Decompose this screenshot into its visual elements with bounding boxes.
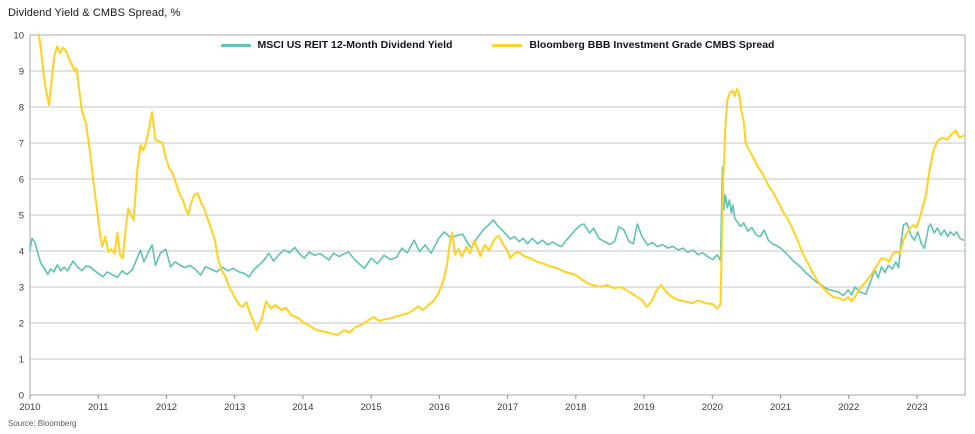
- x-tick-label: 2012: [156, 402, 177, 413]
- y-tick-label: 6: [19, 175, 24, 186]
- plot-border: [29, 34, 966, 396]
- y-tick-label: 2: [19, 319, 24, 330]
- y-tick-label: 3: [19, 283, 24, 294]
- series-line-cmbs-spread: [37, 33, 965, 336]
- legend-label: MSCI US REIT 12-Month Dividend Yield: [257, 39, 453, 51]
- chart-title: Dividend Yield & CMBS Spread, %: [8, 7, 181, 19]
- x-tick-label: 2015: [361, 402, 382, 413]
- legend-label: Bloomberg BBB Investment Grade CMBS Spre…: [529, 39, 775, 51]
- x-tick-label: 2010: [19, 402, 40, 413]
- x-tick-label: 2020: [702, 402, 723, 413]
- y-tick-label: 5: [19, 211, 24, 222]
- source-note: Source: Bloomberg: [8, 419, 77, 428]
- x-tick-label: 2014: [292, 402, 313, 413]
- x-tick-label: 2019: [634, 402, 655, 413]
- legend-item-reit-dividend-yield: MSCI US REIT 12-Month Dividend Yield: [220, 39, 453, 51]
- x-tick-label: 2022: [838, 402, 859, 413]
- x-tick-label: 2011: [88, 402, 108, 413]
- series-line-reit-dividend-yield: [29, 166, 965, 297]
- x-tick-label: 2016: [429, 402, 450, 413]
- x-tick-label: 2021: [770, 402, 791, 413]
- y-tick-label: 7: [19, 139, 24, 150]
- teal-line-swatch-icon: [220, 43, 251, 47]
- x-tick-label: 2018: [565, 402, 586, 413]
- x-tick-label: 2013: [224, 402, 245, 413]
- y-tick-label: 0: [19, 391, 24, 402]
- chart-legend: MSCI US REIT 12-Month Dividend Yield Blo…: [30, 39, 965, 51]
- x-tick-label: 2023: [906, 402, 927, 413]
- y-tick-label: 10: [13, 31, 24, 42]
- y-tick-label: 9: [19, 67, 24, 78]
- y-tick-label: 8: [19, 103, 24, 114]
- x-tick-label: 2017: [497, 402, 518, 413]
- legend-item-cmbs-spread: Bloomberg BBB Investment Grade CMBS Spre…: [492, 39, 774, 51]
- y-tick-label: 4: [19, 247, 24, 258]
- yellow-line-swatch-icon: [492, 43, 523, 47]
- y-tick-label: 1: [19, 355, 24, 366]
